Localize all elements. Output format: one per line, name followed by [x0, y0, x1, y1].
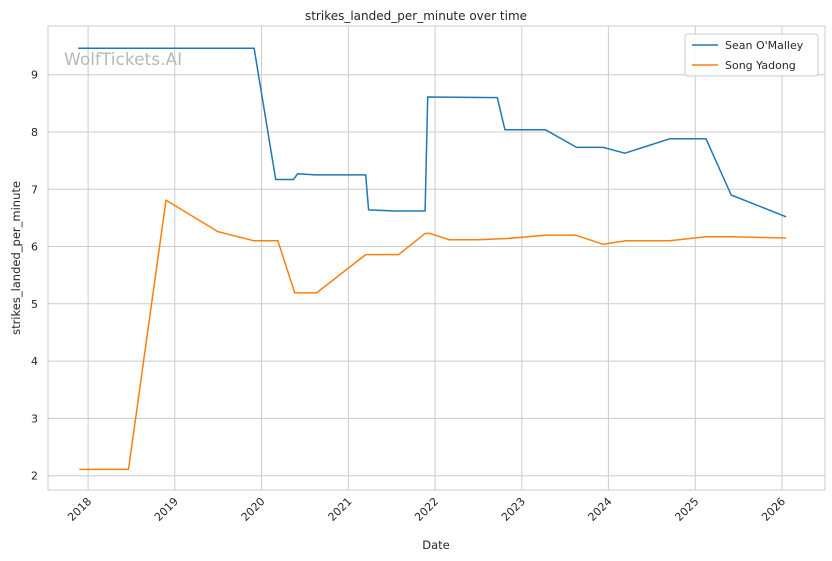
plot-area-frame: [47, 25, 826, 491]
y-tick-label: 6: [31, 241, 38, 254]
series-line-song-yadong: [79, 199, 787, 471]
y-tick-label: 5: [31, 298, 38, 311]
series-line-sean-o-malley: [78, 47, 787, 218]
chart-title: strikes_landed_per_minute over time: [305, 9, 527, 23]
legend-box: [684, 33, 819, 77]
grid: [48, 26, 825, 490]
watermark: WolfTickets.AI: [64, 50, 182, 70]
y-tick-label: 9: [31, 69, 38, 82]
y-tick-label: 7: [31, 183, 38, 196]
legend-label-song-yadong: Song Yadong: [725, 59, 796, 72]
y-axis-label: strikes_landed_per_minute: [9, 181, 23, 335]
legend-label-sean-omalley: Sean O'Malley: [725, 39, 804, 52]
legend: Sean O'Malley Song Yadong: [684, 33, 819, 77]
y-tick-label: 4: [31, 355, 38, 368]
y-tick-label: 8: [31, 126, 38, 139]
x-axis-label: Date: [422, 538, 450, 552]
series-layer: [78, 47, 787, 471]
y-tick-label: 3: [31, 412, 38, 425]
y-tick-label: 2: [31, 470, 38, 483]
